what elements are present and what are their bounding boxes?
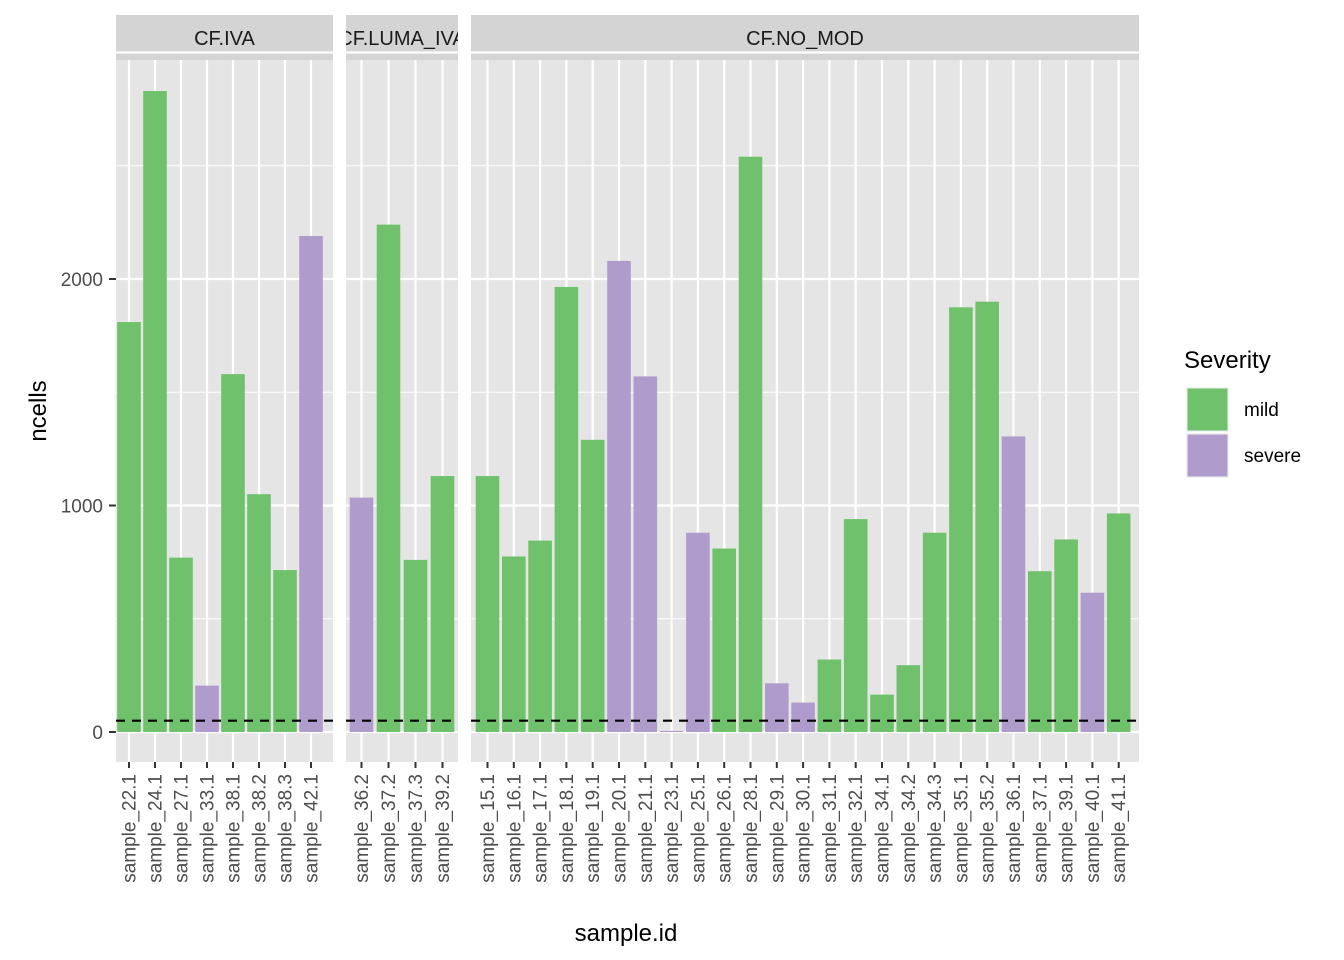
bar-sample_35.2 bbox=[975, 301, 999, 732]
y-tick-label: 1000 bbox=[61, 497, 103, 518]
x-tick-label: sample_38.2 bbox=[250, 774, 271, 883]
bar-sample_16.1 bbox=[502, 556, 526, 732]
bar-sample_27.1 bbox=[169, 557, 193, 732]
x-tick-label: sample_34.1 bbox=[873, 774, 894, 883]
x-tick-label: sample_28.1 bbox=[741, 774, 762, 883]
bar-sample_30.1 bbox=[791, 702, 815, 732]
x-tick-label: sample_39.1 bbox=[1057, 774, 1078, 883]
bar-sample_25.1 bbox=[686, 532, 710, 732]
bar-sample_17.1 bbox=[528, 540, 552, 732]
x-tick-label: sample_41.1 bbox=[1109, 774, 1130, 883]
bar-sample_21.1 bbox=[633, 376, 658, 732]
x-tick-label: sample_33.1 bbox=[198, 774, 219, 883]
bar-sample_38.3 bbox=[273, 570, 297, 732]
legend-key-mild bbox=[1187, 388, 1228, 431]
x-tick-label: sample_36.2 bbox=[352, 774, 373, 883]
bar-sample_22.1 bbox=[117, 322, 141, 732]
bar-sample_37.2 bbox=[376, 224, 401, 732]
y-tick-label: 0 bbox=[92, 723, 103, 744]
x-tick-label: sample_26.1 bbox=[715, 774, 736, 883]
x-tick-label: sample_15.1 bbox=[478, 774, 499, 883]
bar-sample_42.1 bbox=[299, 235, 323, 732]
x-tick-label: sample_37.3 bbox=[406, 774, 427, 883]
facet-strip-label: CF.IVA bbox=[194, 28, 255, 50]
facet-strip-label: CF.LUMA_IVA bbox=[338, 28, 466, 50]
bar-sample_28.1 bbox=[738, 156, 763, 732]
y-axis-title: ncells bbox=[25, 380, 52, 441]
bar-sample_34.2 bbox=[896, 665, 921, 732]
bar-sample_34.3 bbox=[922, 532, 947, 732]
x-tick-label: sample_30.1 bbox=[794, 774, 815, 883]
bar-sample_37.3 bbox=[403, 559, 428, 732]
x-tick-label: sample_27.1 bbox=[172, 774, 193, 883]
x-tick-label: sample_21.1 bbox=[636, 774, 657, 883]
x-tick-label: sample_39.2 bbox=[433, 774, 454, 883]
x-tick-label: sample_32.1 bbox=[846, 774, 867, 883]
x-tick-label: sample_40.1 bbox=[1083, 774, 1104, 883]
x-axis-title: sample.id bbox=[575, 920, 678, 947]
x-tick-label: sample_38.3 bbox=[276, 774, 297, 883]
legend-label-severe: severe bbox=[1244, 446, 1301, 467]
bar-sample_29.1 bbox=[765, 683, 789, 732]
bar-sample_33.1 bbox=[195, 685, 219, 732]
bar-sample_35.1 bbox=[949, 307, 973, 732]
bar-sample_15.1 bbox=[475, 476, 500, 732]
x-tick-label: sample_23.1 bbox=[662, 774, 683, 883]
bar-sample_40.1 bbox=[1080, 592, 1105, 732]
bar-sample_31.1 bbox=[817, 659, 842, 732]
x-tick-label: sample_37.2 bbox=[379, 774, 400, 883]
bar-sample_39.1 bbox=[1054, 539, 1078, 732]
bar-sample_34.1 bbox=[870, 694, 894, 732]
y-tick-label: 2000 bbox=[61, 270, 103, 291]
x-tick-label: sample_17.1 bbox=[531, 774, 552, 883]
x-tick-label: sample_35.2 bbox=[978, 774, 999, 883]
bar-sample_26.1 bbox=[712, 548, 736, 732]
bar-sample_19.1 bbox=[580, 439, 605, 732]
y-axis: 0 1000 2000 bbox=[61, 270, 116, 744]
x-tick-label: sample_37.1 bbox=[1030, 774, 1051, 883]
bar-sample_36.2 bbox=[349, 497, 374, 732]
bar-sample_24.1 bbox=[143, 91, 167, 732]
facet-panel: CF.NO_MOD sample_15.1 sample_16.1 sample_17… bbox=[471, 15, 1139, 883]
x-tick-label: sample_35.1 bbox=[951, 774, 972, 883]
legend-key-severe bbox=[1187, 434, 1228, 477]
facet-strip-label: CF.NO_MOD bbox=[746, 28, 864, 50]
x-tick-label: sample_20.1 bbox=[610, 774, 631, 883]
legend: Severity mild severe bbox=[1184, 347, 1301, 478]
facet-panel: CF.LUMA_IVA sample_36.2 sample_37.2 sample_… bbox=[338, 15, 466, 883]
bar-sample_36.1 bbox=[1001, 436, 1026, 732]
x-tick-label: sample_19.1 bbox=[583, 774, 604, 883]
legend-label-mild: mild bbox=[1244, 400, 1279, 421]
x-tick-label: sample_24.1 bbox=[146, 774, 167, 883]
x-tick-label: sample_36.1 bbox=[1004, 774, 1025, 883]
bar-sample_39.2 bbox=[430, 476, 455, 732]
bar-sample_37.1 bbox=[1028, 571, 1052, 732]
bar-sample_38.2 bbox=[247, 494, 271, 732]
bar-sample_23.1 bbox=[659, 730, 684, 732]
bar-sample_41.1 bbox=[1106, 513, 1131, 732]
x-tick-label: sample_42.1 bbox=[302, 774, 323, 883]
x-tick-label: sample_22.1 bbox=[120, 774, 141, 883]
legend-title: Severity bbox=[1184, 347, 1271, 374]
x-tick-label: sample_34.3 bbox=[925, 774, 946, 883]
bar-sample_18.1 bbox=[554, 286, 579, 732]
x-tick-label: sample_25.1 bbox=[688, 774, 709, 883]
x-tick-label: sample_31.1 bbox=[820, 774, 841, 883]
x-tick-label: sample_16.1 bbox=[504, 774, 525, 883]
x-tick-label: sample_34.2 bbox=[899, 774, 920, 883]
bar-sample_20.1 bbox=[607, 260, 631, 732]
x-tick-label: sample_38.1 bbox=[224, 774, 245, 883]
x-tick-label: sample_18.1 bbox=[557, 774, 578, 883]
bar-sample_38.1 bbox=[221, 374, 245, 732]
bar-sample_32.1 bbox=[843, 519, 868, 732]
x-tick-label: sample_29.1 bbox=[767, 774, 788, 883]
